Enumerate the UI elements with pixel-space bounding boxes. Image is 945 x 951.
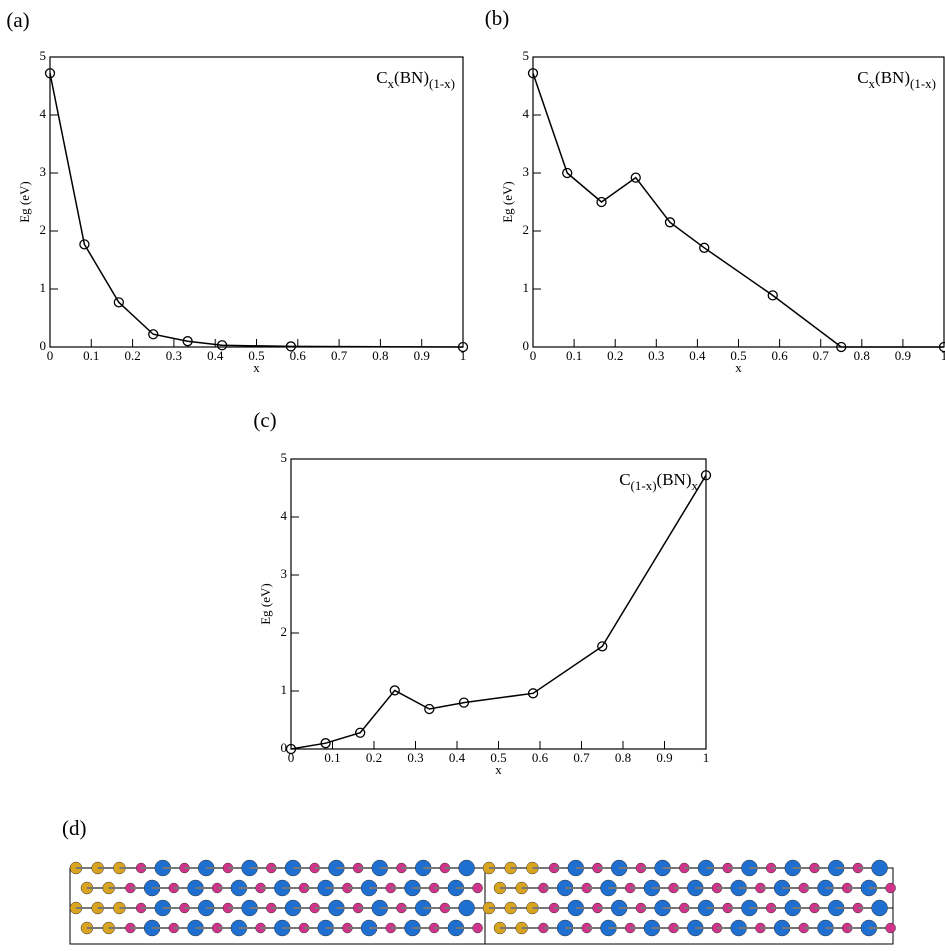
y-tick-label: 3 [40, 164, 47, 179]
title-part: (BN) [875, 68, 910, 87]
y-tick-label: 2 [523, 222, 530, 237]
x-tick-label: 0.9 [656, 750, 672, 765]
x-tick-label: 0.7 [331, 348, 348, 363]
y-axis-label: Eg (eV) [500, 181, 515, 223]
x-tick-label: 0.4 [449, 750, 466, 765]
plot-frame [50, 57, 463, 347]
atom [886, 923, 896, 933]
x-axis-label: x [495, 762, 502, 777]
x-tick-label: 0.1 [324, 750, 340, 765]
y-tick-label: 4 [523, 106, 530, 121]
title-part: (BN) [657, 470, 692, 489]
atom [459, 900, 475, 916]
y-tick-label: 0 [281, 740, 288, 755]
title-part: (BN) [394, 68, 429, 87]
atom [886, 883, 896, 893]
x-tick-label: 0 [47, 348, 54, 363]
x-tick-label: 0.7 [573, 750, 590, 765]
x-tick-label: 0.3 [648, 348, 664, 363]
data-line [291, 475, 706, 749]
x-tick-label: 0.6 [771, 348, 788, 363]
y-tick-label: 3 [523, 164, 530, 179]
panel-label: (d) [62, 816, 87, 840]
x-tick-label: 0.1 [566, 348, 582, 363]
chart-title: Cx(BN)(1-x) [857, 68, 936, 91]
x-tick-label: 0.3 [407, 750, 423, 765]
page: {"chart_data": [ {"type": "line", "label… [0, 0, 945, 951]
x-tick-label: 0 [530, 348, 537, 363]
x-tick-label: 0.9 [414, 348, 430, 363]
y-tick-label: 0 [523, 338, 530, 353]
y-tick-label: 3 [281, 566, 288, 581]
x-tick-label: 0.8 [854, 348, 870, 363]
y-axis-label: Eg (eV) [17, 181, 32, 223]
x-tick-label: 0.7 [813, 348, 830, 363]
y-tick-label: 4 [40, 106, 47, 121]
title-subscript: (1-x) [631, 478, 657, 493]
chart-title: C(1-x)(BN)x [619, 470, 698, 493]
title-part: C [857, 68, 868, 87]
x-tick-label: 1 [703, 750, 710, 765]
x-tick-label: 0.1 [83, 348, 99, 363]
x-tick-label: 0.6 [532, 750, 549, 765]
y-tick-label: 1 [40, 280, 47, 295]
x-axis-label: x [253, 360, 260, 375]
y-tick-label: 5 [281, 450, 288, 465]
title-part: C [619, 470, 630, 489]
y-axis-label: Eg (eV) [258, 583, 273, 625]
x-tick-label: 0.4 [689, 348, 706, 363]
chart-title: Cx(BN)(1-x) [376, 68, 455, 91]
panel-label: (a) [6, 8, 29, 32]
x-tick-label: 0.8 [615, 750, 631, 765]
figure: (d) (d) (a)00.10.20.30.40.50.60.70.80.91… [0, 0, 945, 951]
x-tick-label: 0.2 [366, 750, 382, 765]
atom [872, 900, 888, 916]
atom [459, 860, 475, 876]
x-axis-label: x [735, 360, 742, 375]
plot-frame [533, 57, 944, 347]
x-tick-label: 0.2 [607, 348, 623, 363]
atom [473, 923, 483, 933]
x-tick-label: 0.2 [124, 348, 140, 363]
x-tick-label: 0.3 [166, 348, 182, 363]
atom [473, 883, 483, 893]
panel-label: (c) [253, 408, 276, 432]
panel-label: (b) [485, 6, 510, 30]
plot-frame [291, 459, 706, 749]
y-tick-label: 1 [523, 280, 530, 295]
y-tick-label: 5 [523, 48, 530, 63]
x-tick-label: 0.8 [372, 348, 388, 363]
data-line [50, 73, 463, 347]
y-tick-label: 0 [40, 338, 47, 353]
y-tick-label: 2 [281, 624, 288, 639]
y-tick-label: 1 [281, 682, 288, 697]
structure [70, 860, 896, 944]
title-part: C [376, 68, 387, 87]
y-tick-label: 5 [40, 48, 47, 63]
x-tick-label: 0.9 [895, 348, 911, 363]
y-tick-label: 4 [281, 508, 288, 523]
title-subscript: (1-x) [429, 76, 455, 91]
data-line [533, 73, 944, 347]
title-subscript: (1-x) [910, 76, 936, 91]
atom [872, 860, 888, 876]
y-tick-label: 2 [40, 222, 47, 237]
